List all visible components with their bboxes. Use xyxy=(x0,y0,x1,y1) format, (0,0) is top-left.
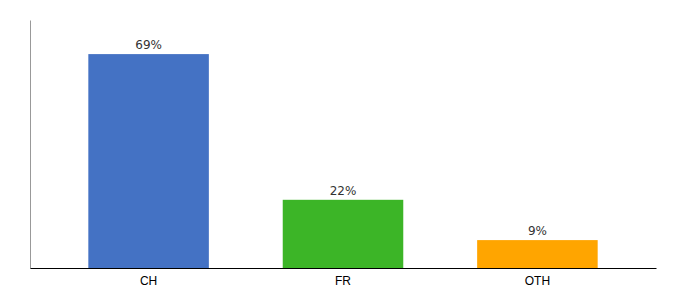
y-axis-line xyxy=(30,21,31,269)
x-tick-label: OTH xyxy=(525,274,550,288)
bar xyxy=(477,240,598,268)
data-labels: 69% 22% 9% xyxy=(135,38,547,238)
x-tick: OTH xyxy=(525,274,550,288)
x-axis-line xyxy=(31,268,657,269)
plot: CH FR OTH 69% 22% 9% xyxy=(31,21,657,288)
chart: CH FR OTH 69% 22% 9% xyxy=(0,0,680,300)
x-tick: CH xyxy=(140,274,157,288)
data-label: 69% xyxy=(135,38,162,52)
data-label: 22% xyxy=(330,184,357,198)
data-label: 9% xyxy=(528,224,547,238)
x-tick-label: CH xyxy=(140,274,157,288)
x-axis: CH FR OTH xyxy=(31,269,657,288)
y-axis xyxy=(30,21,31,269)
bar xyxy=(88,54,209,268)
bar xyxy=(283,200,404,268)
bars xyxy=(88,54,597,268)
x-tick: FR xyxy=(335,274,351,288)
x-tick-label: FR xyxy=(335,274,351,288)
